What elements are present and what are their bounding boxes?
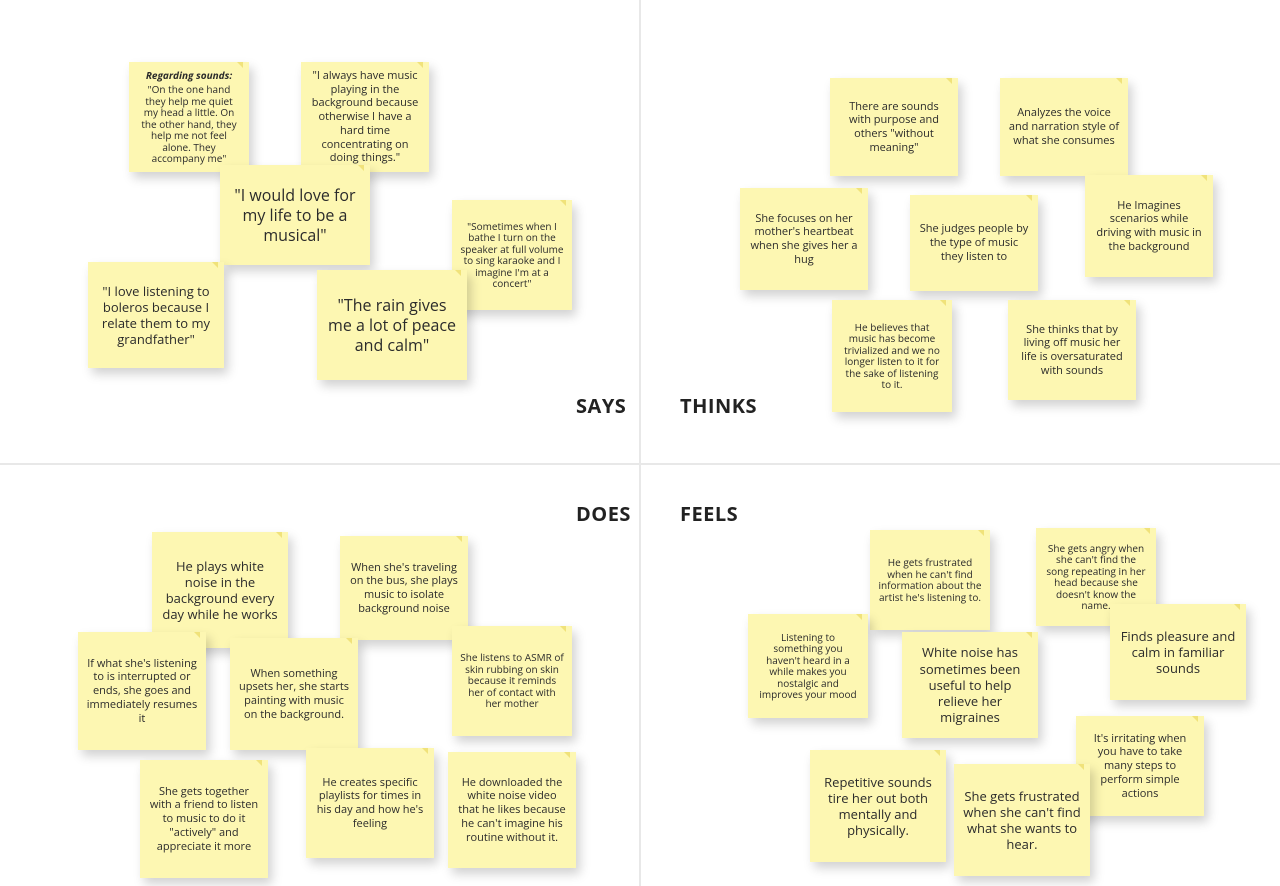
divider-vertical [639,0,641,886]
sticky-note[interactable]: He gets frustrated when he can't find in… [870,530,990,630]
sticky-note[interactable]: "I would love for my life to be a musica… [220,165,370,265]
sticky-note[interactable]: White noise has sometimes been useful to… [902,632,1038,738]
sticky-note[interactable]: There are sounds with purpose and others… [830,78,958,176]
sticky-note-text: "I always have music playing in the back… [309,69,421,165]
sticky-note-text: "The rain gives me a lot of peace and ca… [325,295,459,355]
sticky-note[interactable]: It's irritating when you have to take ma… [1076,716,1204,816]
sticky-note[interactable]: He plays white noise in the background e… [152,532,288,648]
sticky-note[interactable]: When something upsets her, she starts pa… [230,638,358,750]
sticky-note[interactable]: He creates specific playlists for times … [306,748,434,858]
sticky-note[interactable]: She thinks that by living off music her … [1008,300,1136,400]
sticky-note[interactable]: He Imagines scenarios while driving with… [1085,175,1213,277]
sticky-note[interactable]: "I love listening to boleros because I r… [88,262,224,368]
sticky-note[interactable]: She judges people by the type of music t… [910,195,1038,291]
sticky-note-text: White noise has sometimes been useful to… [910,644,1030,725]
sticky-note-text: He creates specific playlists for times … [314,776,426,831]
sticky-note[interactable]: She gets frustrated when she can't find … [954,764,1090,876]
sticky-note-text: Listening to something you haven't heard… [756,632,860,701]
sticky-note[interactable]: Finds pleasure and calm in familiar soun… [1110,604,1246,700]
sticky-note-text: Analyzes the voice and narration style o… [1008,106,1120,147]
sticky-note[interactable]: Regarding sounds: "On the one hand they h… [129,62,249,172]
sticky-note[interactable]: Analyzes the voice and narration style o… [1000,78,1128,176]
sticky-note[interactable]: If what she's listening to is interrupte… [78,632,206,750]
label-says: SAYS [576,392,626,419]
sticky-note-text: He gets frustrated when he can't find in… [878,557,982,603]
sticky-note-text: He downloaded the white noise video that… [456,776,568,845]
sticky-note[interactable]: When she's traveling on the bus, she pla… [340,536,468,640]
label-does: DOES [576,500,631,527]
sticky-note-text: She judges people by the type of music t… [918,222,1030,263]
divider-horizontal [0,463,1280,465]
sticky-note-text: He believes that music has become trivia… [840,322,944,391]
sticky-note-text: She gets frustrated when she can't find … [962,788,1082,853]
sticky-note-text: She focuses on her mother's heartbeat wh… [748,212,860,267]
sticky-note[interactable]: He downloaded the white noise video that… [448,752,576,868]
sticky-note-text: "I would love for my life to be a musica… [228,185,362,245]
sticky-note[interactable]: She focuses on her mother's heartbeat wh… [740,188,868,290]
sticky-note-text: When something upsets her, she starts pa… [238,667,350,722]
sticky-note-text: She thinks that by living off music her … [1016,323,1128,378]
sticky-note-prefix: Regarding sounds: [146,70,232,82]
label-thinks: THINKS [680,392,757,419]
sticky-note-text: There are sounds with purpose and others… [838,100,950,155]
sticky-note-text: When she's traveling on the bus, she pla… [348,561,460,616]
sticky-note-text: Finds pleasure and calm in familiar soun… [1118,628,1238,677]
sticky-note-text: She listens to ASMR of skin rubbing on s… [460,652,564,710]
empathy-map-board: SAYS THINKS DOES FEELS Regarding sounds:… [0,0,1280,886]
sticky-note-text: Repetitive sounds tire her out both ment… [818,774,938,839]
sticky-note-text: She gets together with a friend to liste… [148,785,260,854]
sticky-note-text: "I love listening to boleros because I r… [96,283,216,348]
sticky-note-text: "On the one hand they help me quiet my h… [137,84,241,165]
sticky-note[interactable]: He believes that music has become trivia… [832,300,952,412]
sticky-note-text: She gets angry when she can't find the s… [1044,543,1148,612]
sticky-note-text: He plays white noise in the background e… [160,558,280,623]
sticky-note-text: If what she's listening to is interrupte… [86,657,198,726]
sticky-note[interactable]: She gets together with a friend to liste… [140,760,268,878]
sticky-note-text: He Imagines scenarios while driving with… [1093,199,1205,254]
label-feels: FEELS [680,500,738,527]
sticky-note-text: "Sometimes when I bathe I turn on the sp… [460,221,564,290]
sticky-note-text: It's irritating when you have to take ma… [1084,732,1196,801]
sticky-note[interactable]: "Sometimes when I bathe I turn on the sp… [452,200,572,310]
sticky-note[interactable]: Listening to something you haven't heard… [748,614,868,718]
sticky-note[interactable]: "The rain gives me a lot of peace and ca… [317,270,467,380]
sticky-note[interactable]: Repetitive sounds tire her out both ment… [810,750,946,862]
sticky-note[interactable]: "I always have music playing in the back… [301,62,429,172]
sticky-note[interactable]: She listens to ASMR of skin rubbing on s… [452,626,572,736]
